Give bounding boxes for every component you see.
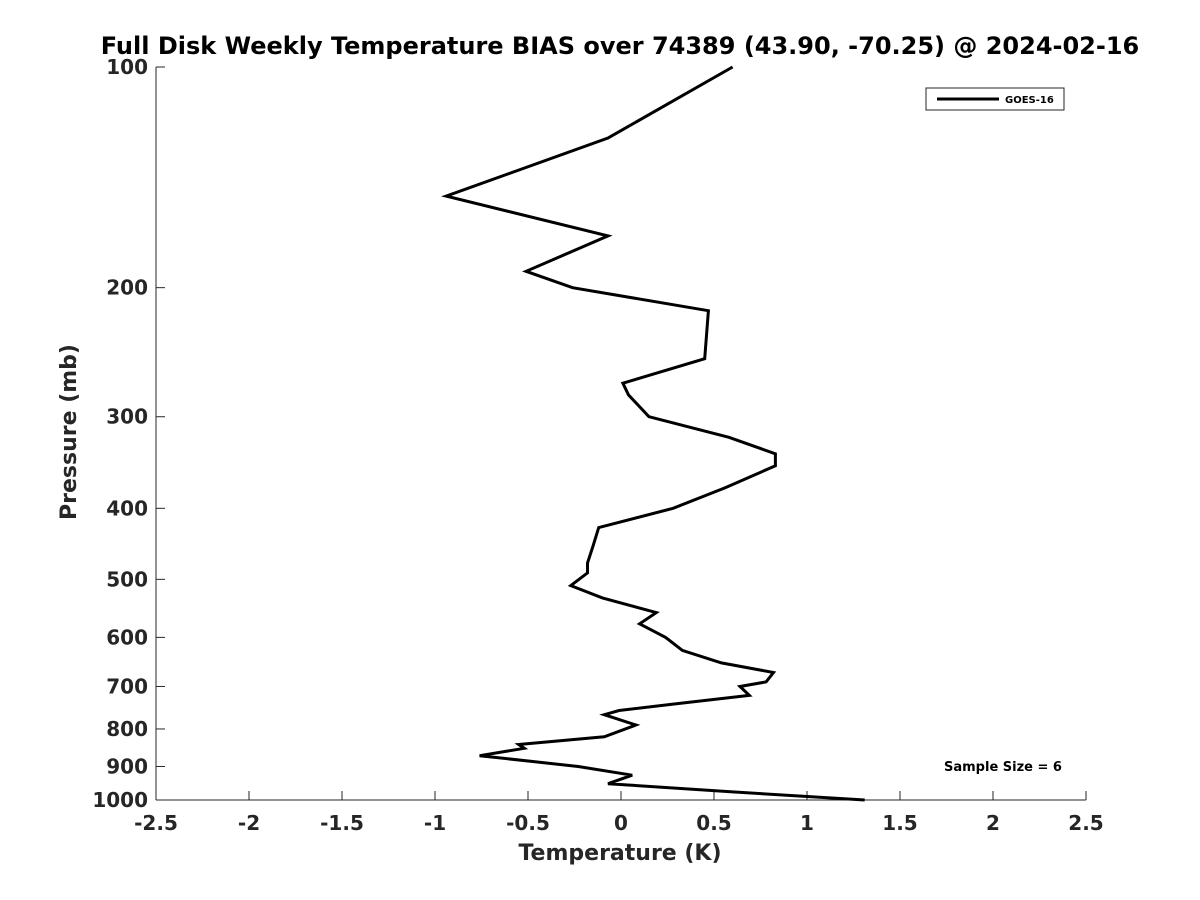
x-tick-label: -2 — [238, 811, 260, 835]
y-tick-label: 100 — [106, 55, 148, 79]
y-tick-label: 600 — [106, 625, 148, 649]
y-tick-label: 800 — [106, 717, 148, 741]
plot-area: -2.5 -2 -1.5 -1 -0.5 0 0.5 1 1.5 2 2.5 100 200 300 40… — [92, 55, 1103, 835]
x-tick-label: 2.5 — [1068, 811, 1103, 835]
x-tick-label: 1.5 — [882, 811, 917, 835]
chart-title: Full Disk Weekly Temperature BIAS over 7… — [101, 32, 1140, 60]
series-line-goes-16 — [441, 65, 865, 802]
x-tick-label: 0.5 — [696, 811, 731, 835]
x-axis-label: Temperature (K) — [518, 841, 721, 866]
x-tick-label: -1 — [424, 811, 446, 835]
y-tick-label: 1000 — [92, 788, 148, 812]
x-tick-label: -0.5 — [506, 811, 550, 835]
legend: GOES-16 — [925, 87, 1065, 111]
x-tick-label: 0 — [614, 811, 628, 835]
legend-label-goes-16: GOES-16 — [1005, 95, 1054, 106]
x-tick-label: 1 — [800, 811, 814, 835]
x-axis-ticks: -2.5 -2 -1.5 -1 -0.5 0 0.5 1 1.5 2 2.5 — [134, 791, 1104, 835]
x-tick-label: 2 — [986, 811, 1000, 835]
y-tick-label: 200 — [106, 276, 148, 300]
y-tick-label: 300 — [106, 405, 148, 429]
y-axis-ticks: 100 200 300 400 500 600 700 800 900 1000 — [92, 55, 165, 812]
x-tick-label: -1.5 — [320, 811, 364, 835]
series-layer — [441, 65, 865, 802]
y-tick-label: 500 — [106, 567, 148, 591]
y-tick-label: 400 — [106, 496, 148, 520]
y-tick-label: 700 — [106, 674, 148, 698]
y-axis-label: Pressure (mb) — [57, 344, 82, 520]
y-tick-label: 900 — [106, 754, 148, 778]
x-tick-label: -2.5 — [134, 811, 178, 835]
sample-size-annotation: Sample Size = 6 — [944, 760, 1062, 775]
